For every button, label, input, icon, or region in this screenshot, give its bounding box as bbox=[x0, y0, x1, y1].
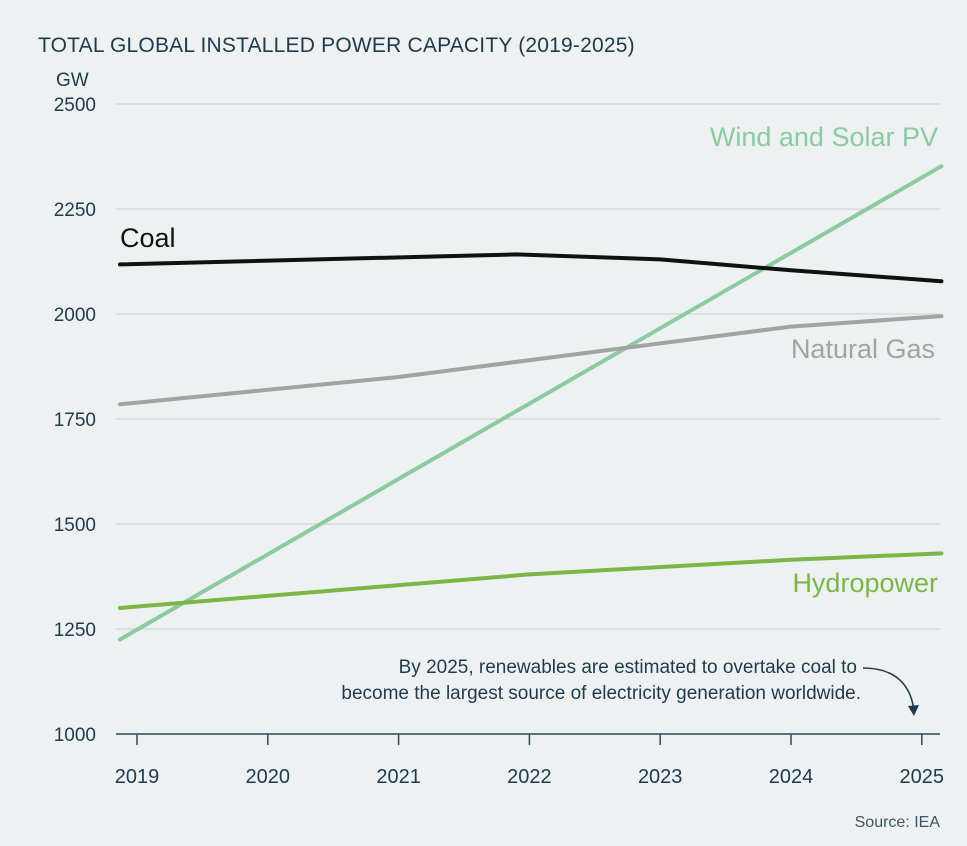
series-label-hydropower: Hydropower bbox=[792, 568, 938, 598]
y-tick-label-1750: 1750 bbox=[54, 410, 96, 431]
series-line-coal bbox=[118, 252, 944, 284]
annotation-arrow bbox=[862, 667, 919, 716]
series-lines bbox=[118, 164, 944, 642]
series-label-natural-gas: Natural Gas bbox=[791, 334, 935, 364]
gridlines bbox=[116, 103, 940, 630]
annotation-line-1: By 2025, renewables are estimated to ove… bbox=[399, 657, 857, 678]
y-axis-tick-labels: 1000 1250 1500 1750 2000 2250 2500 bbox=[54, 95, 96, 746]
x-tick-label-2020: 2020 bbox=[246, 766, 291, 788]
series-line-wind-and-solar-pv bbox=[118, 164, 944, 642]
series-label-wind-solar: Wind and Solar PV bbox=[710, 122, 938, 152]
x-tick-label-2025: 2025 bbox=[900, 766, 945, 788]
series-line-hydropower bbox=[118, 551, 944, 610]
x-tick-label-2021: 2021 bbox=[376, 766, 421, 788]
y-axis-unit-label: GW bbox=[56, 70, 89, 91]
x-tick-label-2022: 2022 bbox=[507, 766, 552, 788]
x-tick-label-2019: 2019 bbox=[115, 766, 160, 788]
chart-title: TOTAL GLOBAL INSTALLED POWER CAPACITY (2… bbox=[38, 34, 635, 57]
x-axis: 2019 2020 2021 2022 2023 2024 2025 bbox=[115, 733, 945, 788]
source-label: Source: IEA bbox=[855, 814, 941, 831]
series-label-coal: Coal bbox=[120, 223, 176, 253]
y-tick-label-1250: 1250 bbox=[54, 620, 96, 641]
y-tick-label-1500: 1500 bbox=[54, 515, 96, 536]
y-tick-label-2500: 2500 bbox=[54, 95, 96, 116]
series-line-natural-gas bbox=[118, 314, 944, 407]
x-tick-label-2024: 2024 bbox=[769, 766, 814, 788]
y-tick-label-2250: 2250 bbox=[54, 200, 96, 221]
x-tick-label-2023: 2023 bbox=[638, 766, 683, 788]
y-tick-label-1000: 1000 bbox=[54, 725, 96, 746]
y-tick-label-2000: 2000 bbox=[54, 305, 96, 326]
annotation-line-2: become the largest source of electricity… bbox=[341, 683, 861, 704]
